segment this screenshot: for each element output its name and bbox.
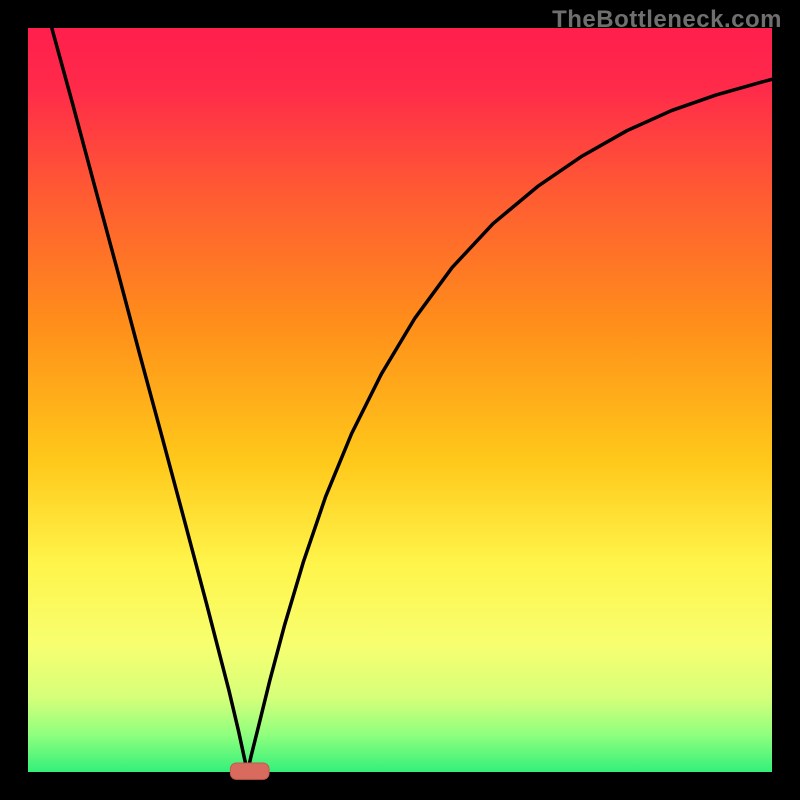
watermark-text: TheBottleneck.com <box>552 6 782 34</box>
bottleneck-chart <box>0 0 800 800</box>
minimum-marker <box>230 763 269 779</box>
plot-area <box>28 28 772 772</box>
chart-container: TheBottleneck.com <box>0 0 800 800</box>
